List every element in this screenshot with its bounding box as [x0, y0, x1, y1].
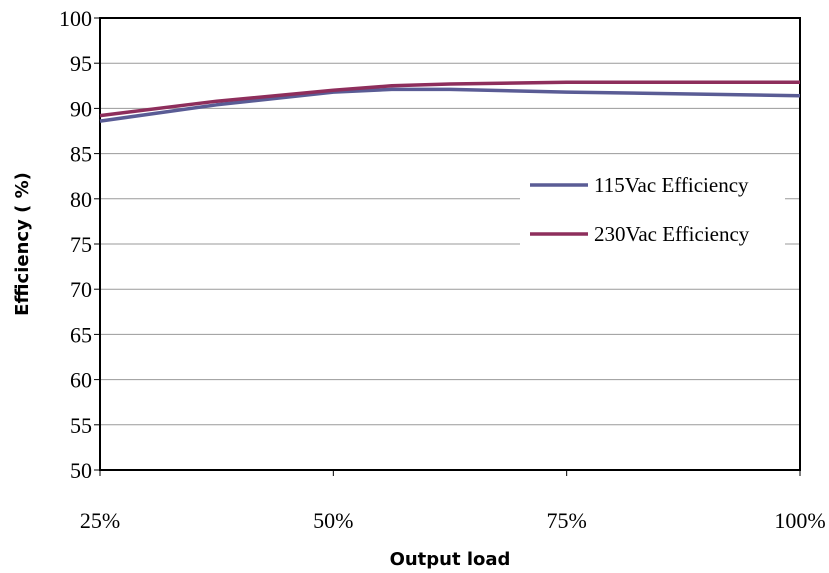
x-tick-label: 25% [80, 508, 120, 533]
grid-lines [100, 62, 800, 426]
y-tick-label: 90 [70, 96, 92, 121]
legend: 115Vac Efficiency 230Vac Efficiency [520, 160, 785, 260]
x-axis-ticks: 25% 50% 75% 100% [80, 470, 826, 533]
y-tick-label: 85 [70, 142, 92, 167]
x-tick-label: 50% [313, 508, 353, 533]
legend-label: 230Vac Efficiency [594, 222, 750, 246]
y-tick-label: 100 [59, 6, 92, 31]
series-line [99, 80, 800, 118]
x-axis-title: Output load [390, 549, 511, 570]
y-tick-label: 80 [70, 187, 92, 212]
legend-label: 115Vac Efficiency [594, 173, 749, 197]
y-tick-label: 75 [70, 232, 92, 257]
x-tick-label: 100% [774, 508, 825, 533]
y-tick-label: 70 [70, 277, 92, 302]
series-line [99, 87, 801, 123]
legend-background [520, 160, 785, 260]
series-lines [99, 80, 801, 123]
y-tick-label: 65 [70, 322, 92, 347]
y-tick-label: 50 [70, 458, 92, 483]
y-axis-title: Efficiency ( %) [12, 172, 33, 316]
x-tick-label: 75% [547, 508, 587, 533]
y-tick-label: 60 [70, 368, 92, 393]
y-tick-label: 95 [70, 51, 92, 76]
y-axis-ticks: 50 55 60 65 70 75 80 85 90 95 100 [59, 6, 100, 483]
y-tick-label: 55 [70, 413, 92, 438]
